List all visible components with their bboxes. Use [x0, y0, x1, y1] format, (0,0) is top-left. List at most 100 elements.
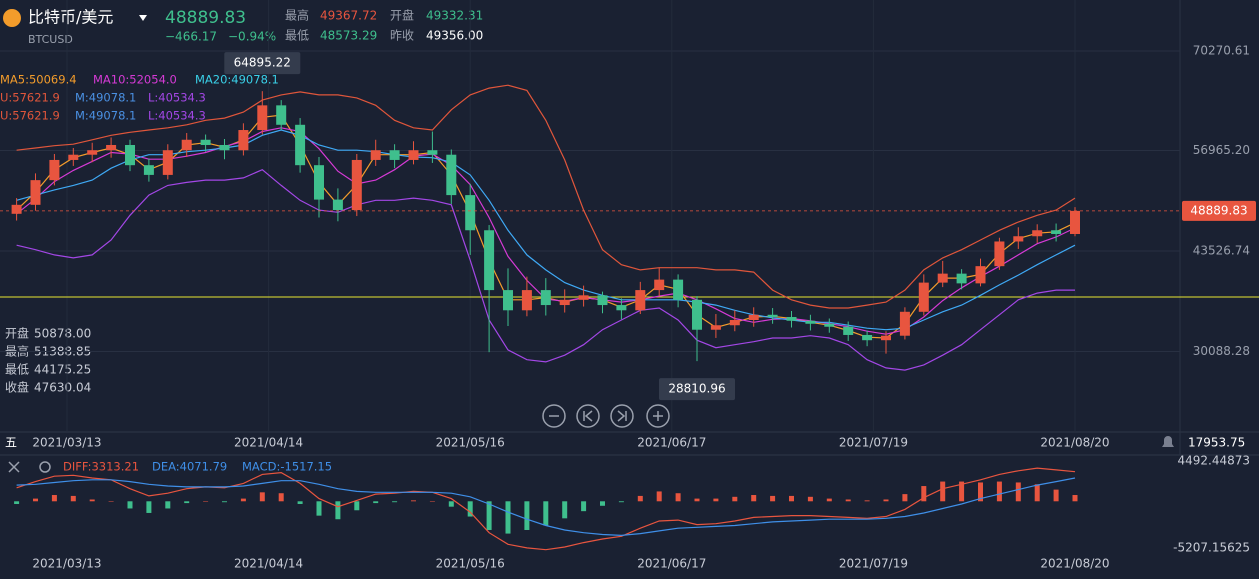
- dropdown-arrow[interactable]: [139, 15, 147, 21]
- candle-body: [899, 311, 910, 336]
- info-label: 收盘: [5, 380, 29, 395]
- stat-value: 48573.29: [320, 29, 377, 43]
- histogram-bar: [184, 501, 190, 504]
- zoom-out-button[interactable]: [542, 404, 566, 428]
- candle-body: [918, 282, 929, 312]
- info-label: 最高: [5, 344, 29, 359]
- stat-label: 开盘: [390, 8, 414, 23]
- candle-body: [219, 144, 230, 151]
- histogram-bar: [222, 501, 227, 503]
- histogram-bar: [1034, 484, 1040, 502]
- histogram-bar: [845, 499, 851, 502]
- candle-body: [106, 144, 117, 151]
- info-value: 47630.04: [34, 381, 91, 395]
- indicator-line: [16, 84, 1076, 309]
- histogram-bar: [297, 501, 303, 504]
- candle-body: [824, 323, 835, 327]
- histogram-bar: [89, 499, 95, 502]
- candle-body: [30, 180, 41, 205]
- x-tick-label: 2021/08/20: [1040, 436, 1109, 450]
- histogram-bar: [637, 495, 643, 502]
- histogram-bar: [807, 496, 813, 502]
- candle-body: [1032, 230, 1043, 237]
- histogram-bar: [51, 495, 57, 502]
- price-change: −466.17: [165, 30, 217, 44]
- candle-body: [87, 150, 98, 155]
- legend-entry: MA5:50069.4: [0, 73, 77, 87]
- settings-icon[interactable]: [39, 461, 51, 473]
- candle-body: [616, 305, 627, 311]
- zoom-in-button[interactable]: [646, 404, 670, 428]
- histogram-bar: [826, 498, 832, 502]
- histogram-bar: [959, 481, 965, 502]
- histogram-bar: [373, 501, 379, 504]
- indicator-line: [16, 467, 1076, 551]
- stat-value: 49356.00: [426, 29, 483, 43]
- weekday-box: [0, 434, 20, 452]
- y-tick-label: 30088.28: [1193, 344, 1250, 358]
- x-tick-label: 2021/03/13: [32, 557, 101, 571]
- legend-entry: DIFF:3313.21: [63, 460, 139, 474]
- y-tick-label: -5207.15625: [1173, 541, 1250, 555]
- stat-value: 49332.31: [426, 9, 483, 23]
- scroll-start-button[interactable]: [576, 404, 600, 428]
- histogram-bar: [940, 481, 946, 502]
- histogram-bar: [618, 501, 624, 503]
- histogram-bar: [581, 501, 587, 512]
- x-tick-label: 2021/04/14: [234, 436, 303, 450]
- candle-body: [200, 139, 211, 145]
- candle-body: [181, 139, 192, 151]
- candle-body: [540, 290, 551, 306]
- histogram-bar: [335, 501, 341, 520]
- histogram-bar: [675, 493, 681, 502]
- annotation: 28810.96: [668, 382, 725, 396]
- candle-body: [427, 150, 438, 155]
- legend-entry: MA10:52054.0: [93, 73, 177, 87]
- alert-icon[interactable]: [1162, 436, 1174, 447]
- legend-entry: MA20:49078.1: [195, 73, 279, 87]
- x-tick-label: 2021/05/16: [436, 436, 505, 450]
- histogram-bar: [240, 498, 246, 502]
- histogram-bar: [505, 501, 511, 534]
- candle-body: [1070, 210, 1080, 234]
- weekday: 五: [5, 436, 17, 450]
- x-tick-label: 2021/04/14: [234, 557, 303, 571]
- stat-label: 昨收: [390, 29, 414, 43]
- legend-entry: L:40534.3: [148, 91, 206, 105]
- candle-body: [748, 314, 759, 321]
- histogram-bar: [411, 500, 416, 502]
- last-price: 48889.83: [165, 8, 246, 28]
- x-tick-label: 2021/07/19: [839, 557, 908, 571]
- histogram-bar: [392, 501, 398, 503]
- histogram-bar: [713, 498, 719, 502]
- stat-value: 49367.72: [320, 9, 377, 23]
- legend-entry: DEA:4071.79: [152, 460, 227, 474]
- annotation-box: [659, 378, 735, 401]
- histogram-bar: [429, 501, 435, 502]
- candle-body: [597, 295, 608, 306]
- candle-body: [465, 195, 476, 231]
- x-tick-label: 2021/03/13: [32, 436, 101, 450]
- histogram-bar: [486, 501, 492, 530]
- stat-label: 最低: [285, 29, 309, 43]
- candle-body: [351, 159, 362, 211]
- histogram-bar: [732, 496, 738, 502]
- legend-entry: MACD:-1517.15: [242, 460, 332, 474]
- candle-body: [370, 150, 381, 160]
- x-tick-label: 2021/05/16: [436, 557, 505, 571]
- candle-body: [956, 273, 967, 284]
- y-tick-label: 56965.20: [1193, 143, 1250, 157]
- histogram-bar: [996, 481, 1002, 502]
- histogram-bar: [467, 501, 473, 517]
- histogram-bar: [259, 492, 265, 502]
- indicator-line: [16, 169, 1075, 371]
- candle-body: [484, 230, 495, 291]
- histogram-bar: [14, 501, 20, 504]
- close-indicator[interactable]: [8, 461, 20, 473]
- candle-body: [767, 314, 778, 318]
- histogram-bar: [1053, 489, 1059, 502]
- histogram-bar: [33, 498, 38, 502]
- zoom-controls: [542, 404, 670, 428]
- scroll-end-button[interactable]: [610, 404, 634, 428]
